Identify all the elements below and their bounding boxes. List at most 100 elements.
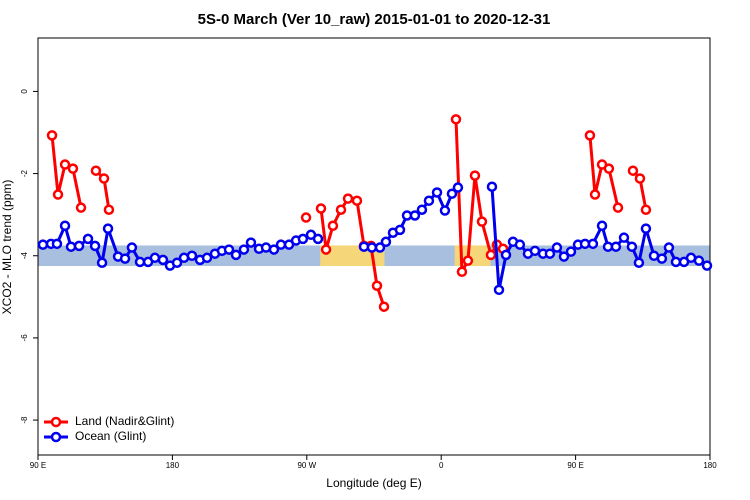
data-point [394, 224, 406, 236]
x-tick-label: 180 [166, 461, 180, 470]
data-point [65, 241, 77, 252]
y-axis-label: XCO2 - MLO trend (ppm) [0, 180, 14, 315]
data-point [450, 114, 462, 125]
data-point [493, 284, 505, 296]
data-point [380, 236, 392, 248]
data-point [371, 280, 383, 291]
data-point [312, 233, 324, 245]
data-point [663, 242, 675, 253]
data-point [640, 204, 652, 215]
data-point [423, 195, 435, 206]
data-point [126, 242, 138, 253]
data-point [378, 301, 390, 312]
data-point [514, 239, 526, 250]
data-point [446, 188, 458, 199]
data-point [589, 189, 601, 200]
data-point [500, 249, 512, 261]
plot-frame [37, 37, 711, 456]
y-tick-label: -2 [20, 169, 29, 177]
data-point [52, 189, 64, 200]
data-point [327, 220, 339, 232]
data-point [90, 165, 102, 176]
x-tick-label: 0 [439, 461, 444, 470]
data-point [37, 239, 49, 250]
data-point [456, 266, 468, 278]
data-point [544, 248, 556, 259]
data-point [558, 251, 570, 262]
data-point [96, 257, 108, 268]
data-point [103, 204, 115, 215]
data-point [149, 252, 161, 264]
x-tick-label: 90 E [567, 461, 583, 470]
data-point [342, 193, 354, 204]
data-point [223, 244, 235, 255]
data-point [462, 255, 474, 266]
data-point [89, 240, 101, 252]
data-point [297, 233, 309, 245]
x-axis-label: Longitude (deg E) [326, 476, 421, 490]
data-point [351, 195, 363, 206]
x-tick-label: 180 [703, 461, 717, 470]
data-point [59, 159, 71, 170]
data-point [439, 205, 451, 216]
data-point [275, 239, 287, 250]
data-point [431, 187, 443, 198]
y-tick-label: 0 [20, 89, 29, 94]
x-tick-label: 90 W [297, 461, 316, 470]
data-point [529, 245, 541, 257]
data-point [416, 204, 428, 215]
legend-marker [50, 431, 62, 443]
data-point [73, 240, 85, 252]
data-point [565, 246, 577, 257]
data-point [701, 260, 713, 271]
y-tick-label: -8 [20, 416, 29, 424]
data-point [476, 216, 488, 227]
data-point [300, 212, 312, 223]
data-point [656, 253, 668, 264]
data-point [374, 242, 386, 253]
data-point [46, 130, 58, 141]
data-point [610, 241, 622, 252]
data-point [693, 255, 705, 266]
y-tick-label: -6 [20, 334, 29, 342]
data-point [618, 232, 630, 243]
data-point [82, 233, 94, 245]
data-point [230, 249, 242, 261]
data-point [171, 257, 183, 268]
data-point [320, 244, 332, 255]
data-point [268, 244, 280, 255]
data-point [366, 242, 378, 253]
data-point [612, 202, 624, 213]
data-point [633, 257, 645, 268]
data-point [134, 256, 146, 268]
data-point [584, 130, 596, 141]
data-point [335, 204, 347, 215]
legend-label: Land (Nadir&Glint) [75, 414, 174, 428]
data-point [75, 202, 87, 213]
data-point [119, 253, 131, 264]
data-point [603, 163, 615, 174]
data-point [157, 254, 169, 266]
legend-label: Ocean (Glint) [75, 429, 146, 443]
data-point [469, 170, 481, 181]
x-tick-label: 90 E [30, 461, 46, 470]
data-point [596, 220, 608, 232]
data-point [670, 256, 682, 268]
data-point [67, 163, 79, 174]
data-point [640, 223, 652, 234]
data-point [486, 181, 498, 192]
y-tick-label: -4 [20, 252, 29, 260]
data-point [634, 173, 646, 184]
data-point [315, 203, 327, 214]
data-point [452, 182, 464, 193]
data-point [245, 237, 257, 248]
data-point [551, 242, 563, 253]
data-point [485, 249, 497, 261]
data-point [627, 165, 639, 176]
data-point [51, 238, 63, 250]
data-point [186, 250, 198, 261]
data-point [102, 223, 114, 234]
series-line [50, 119, 648, 308]
data-point [409, 210, 421, 221]
